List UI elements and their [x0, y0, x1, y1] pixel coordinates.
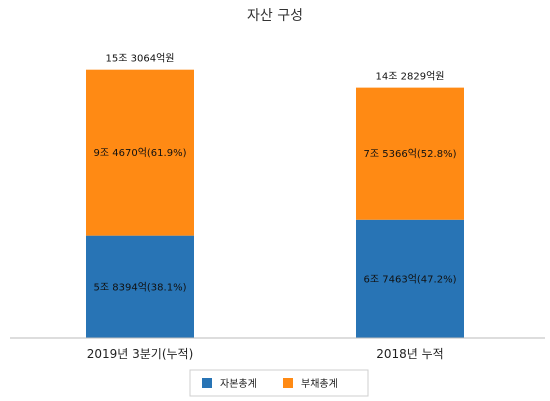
legend-swatch-equity[interactable] — [202, 378, 212, 388]
bar-area: 5조 8394억(38.1%) 9조 4670억(61.9%) 15조 3064억원… — [86, 53, 464, 361]
bar-segment-liabilities-1[interactable] — [356, 87, 464, 220]
segment-value-label: 7조 5366억(52.8%) — [364, 148, 457, 160]
x-tick-label: 2018년 누적 — [376, 347, 443, 361]
legend[interactable]: 자본총계 부채총계 — [189, 369, 369, 397]
bar-segment-liabilities-0[interactable] — [86, 69, 194, 236]
segment-value-label: 5조 8394억(38.1%) — [94, 281, 187, 293]
bar-segment-equity-1[interactable] — [356, 219, 464, 338]
bar-total-label: 14조 2829억원 — [376, 71, 445, 83]
legend-swatch-liabilities[interactable] — [283, 378, 293, 388]
bar-total-label: 15조 3064억원 — [106, 53, 175, 65]
legend-box — [189, 369, 369, 397]
segment-value-label: 6조 7463억(47.2%) — [364, 273, 457, 285]
x-tick-label: 2019년 3분기(누적) — [87, 347, 194, 361]
legend-label[interactable]: 자본총계 — [220, 378, 257, 390]
bar-segment-equity-0[interactable] — [86, 235, 194, 338]
chart-title: 자산 구성 — [247, 8, 303, 24]
segment-value-label: 9조 4670억(61.9%) — [94, 147, 187, 159]
legend-label[interactable]: 부채총계 — [301, 378, 338, 390]
